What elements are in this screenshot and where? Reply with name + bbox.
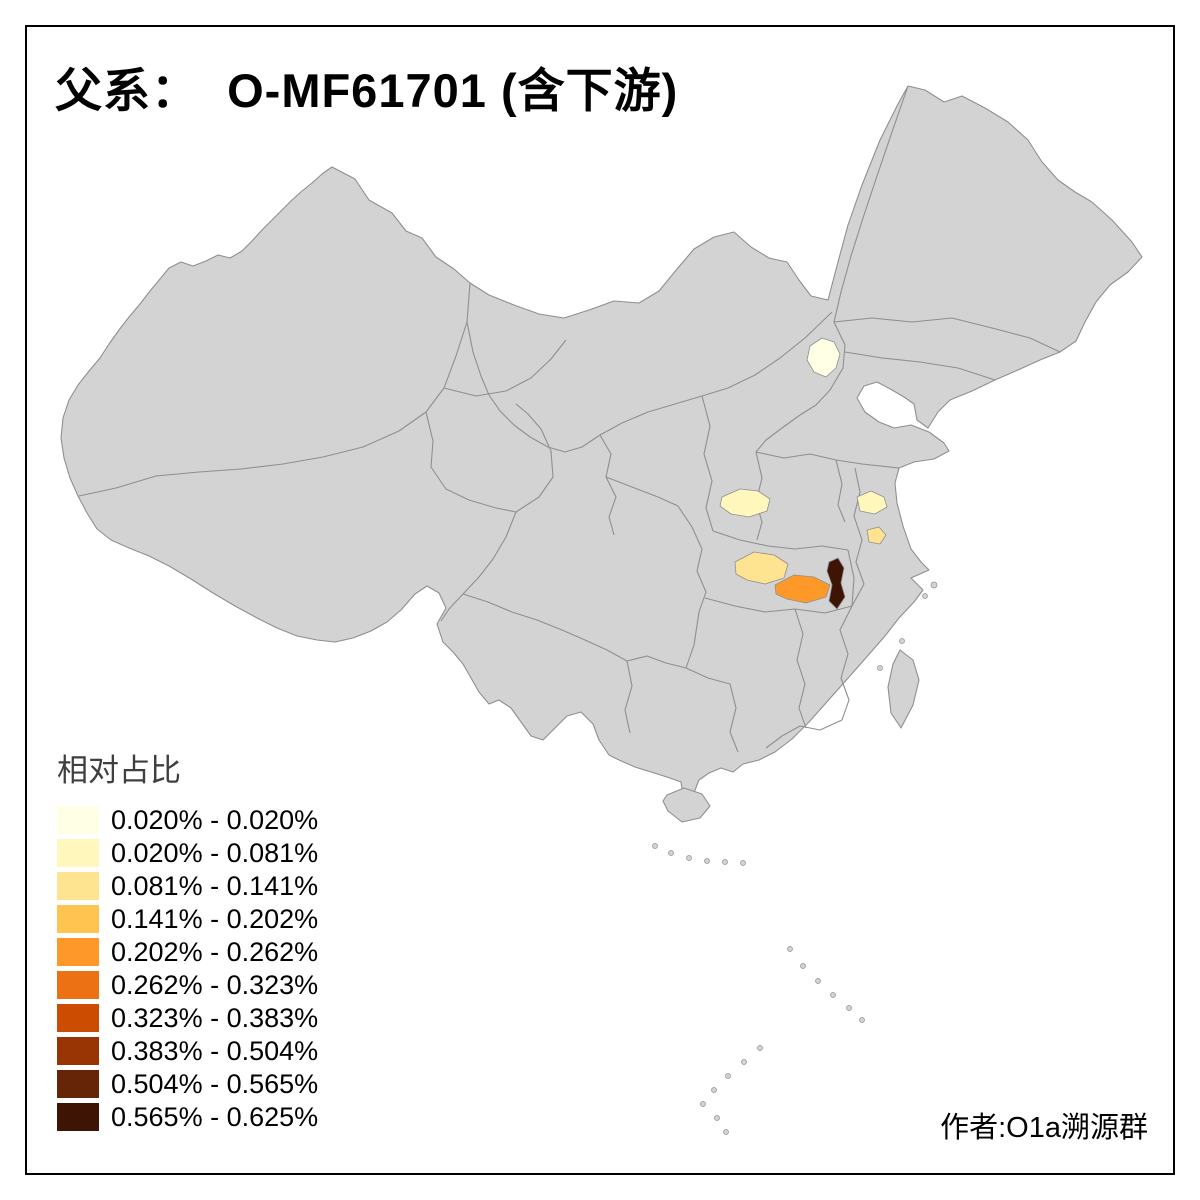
island-speck — [740, 860, 746, 866]
south-china-sea-islands — [652, 581, 938, 1135]
legend-label: 0.323% - 0.383% — [111, 1002, 319, 1033]
region-south-shaanxi-area — [719, 488, 771, 518]
island-speck — [704, 858, 710, 864]
province-borders — [78, 85, 1061, 753]
legend-item: 0.383% - 0.504% — [57, 1035, 319, 1066]
legend-label: 0.262% - 0.323% — [111, 969, 319, 1000]
island-speck — [859, 1017, 865, 1023]
legend-item: 0.020% - 0.081% — [57, 837, 319, 868]
legend-label: 0.081% - 0.141% — [111, 870, 319, 901]
legend-title: 相对占比 — [57, 753, 181, 788]
island-speck — [800, 963, 806, 969]
legend-swatch — [57, 806, 99, 834]
island-speck — [725, 1073, 731, 1079]
island-speck — [757, 1045, 763, 1051]
legend-item: 0.020% - 0.020% — [57, 804, 319, 835]
legend-item: 0.262% - 0.323% — [57, 969, 319, 1000]
island-speck — [741, 1059, 747, 1065]
region-north-jiangsu-area — [856, 490, 888, 515]
region-south-jiangsu-area — [866, 526, 887, 545]
island-speck — [846, 1005, 852, 1011]
region-central-hubei-area — [826, 557, 846, 610]
legend-item: 0.504% - 0.565% — [57, 1068, 319, 1099]
legend-item: 0.323% - 0.383% — [57, 1002, 319, 1033]
china-mainland — [60, 85, 1143, 803]
island-speck — [686, 855, 692, 861]
legend-label: 0.202% - 0.262% — [111, 936, 319, 967]
island-speck — [877, 665, 883, 671]
island-speck — [723, 1129, 729, 1135]
island-speck — [714, 1115, 720, 1121]
legend-swatch — [57, 1004, 99, 1032]
legend-swatch — [57, 971, 99, 999]
legend-label: 0.020% - 0.081% — [111, 837, 319, 868]
attribution: 作者:O1a溯源群 — [940, 1112, 1148, 1144]
taiwan-island — [887, 649, 920, 729]
legend-swatch — [57, 872, 99, 900]
legend-label: 0.383% - 0.504% — [111, 1035, 319, 1066]
region-east-chongqing-area — [734, 551, 789, 585]
highlight-regions — [719, 337, 888, 610]
legend-item: 0.202% - 0.262% — [57, 936, 319, 967]
island-speck — [711, 1087, 717, 1093]
island-speck — [787, 946, 793, 952]
island-speck — [930, 581, 938, 589]
region-beijing-area — [806, 337, 841, 378]
legend-label: 0.504% - 0.565% — [111, 1068, 319, 1099]
region-west-hubei-area — [774, 574, 831, 604]
island-speck — [700, 1101, 706, 1107]
legend-label: 0.020% - 0.020% — [111, 804, 319, 835]
hainan-island — [662, 787, 711, 823]
legend-swatch — [57, 938, 99, 966]
island-speck — [830, 992, 836, 998]
legend-swatch — [57, 1070, 99, 1098]
page-frame — [25, 25, 1175, 1175]
legend-item: 0.081% - 0.141% — [57, 870, 319, 901]
legend-item: 0.565% - 0.625% — [57, 1101, 319, 1132]
legend-label: 0.565% - 0.625% — [111, 1101, 319, 1132]
island-speck — [722, 859, 728, 865]
island-speck — [899, 638, 905, 644]
legend-swatch — [57, 839, 99, 867]
legend-swatch — [57, 1037, 99, 1065]
island-speck — [815, 978, 821, 984]
legend-swatch — [57, 1103, 99, 1131]
map-title: 父系： O-MF61701 (含下游) — [55, 64, 679, 117]
legend: 相对占比 0.020% - 0.020% 0.020% - 0.081% 0.0… — [57, 745, 318, 1136]
island-speck — [922, 593, 928, 599]
legend-swatch — [57, 905, 99, 933]
legend-label: 0.141% - 0.202% — [111, 903, 319, 934]
legend-item: 0.141% - 0.202% — [57, 903, 319, 934]
island-speck — [652, 843, 658, 849]
island-speck — [668, 850, 674, 856]
